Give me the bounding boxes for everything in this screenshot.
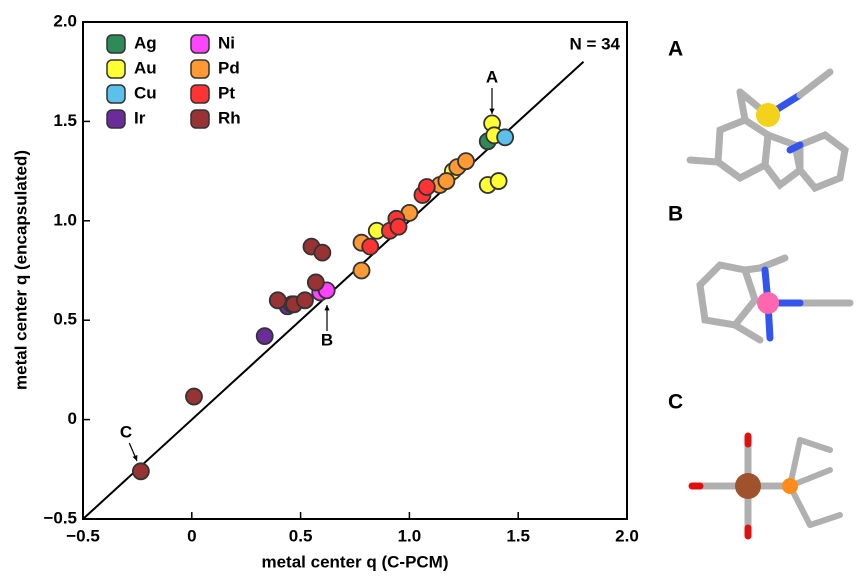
- page: metal center q (C-PCM) metal center q (e…: [0, 0, 859, 581]
- point: [297, 292, 313, 308]
- legend-label: Au: [134, 58, 157, 77]
- legend-label: Ni: [218, 33, 235, 52]
- y-tick-label: 1.0: [53, 210, 77, 229]
- legend-swatch: [107, 110, 125, 128]
- annotation: A: [486, 67, 498, 86]
- point: [257, 328, 273, 344]
- annotation: N = 34: [569, 34, 620, 53]
- annotation: B: [321, 330, 333, 349]
- arrow-head: [489, 109, 494, 114]
- panel-label: B: [668, 203, 683, 226]
- arrow-head: [324, 305, 329, 310]
- panel-label: C: [668, 391, 683, 414]
- legend-swatch: [191, 35, 209, 53]
- legend-swatch: [191, 110, 209, 128]
- legend-label: Rh: [218, 108, 241, 127]
- x-tick-label: 0: [187, 526, 196, 545]
- point: [354, 263, 370, 279]
- point: [458, 153, 474, 169]
- point: [308, 274, 324, 290]
- point: [391, 219, 407, 235]
- point: [419, 179, 435, 195]
- legend-label: Ir: [134, 108, 146, 127]
- point: [314, 245, 330, 261]
- legend-label: Pd: [218, 58, 240, 77]
- chart: metal center q (C-PCM) metal center q (e…: [0, 0, 859, 576]
- y-tick-label: 0.5: [53, 310, 77, 329]
- legend-label: Ag: [134, 33, 157, 52]
- legend-label: Cu: [134, 83, 157, 102]
- panel-label: A: [668, 38, 683, 61]
- point: [362, 239, 378, 255]
- x-tick-label: −0.5: [66, 526, 100, 545]
- point: [491, 173, 507, 189]
- point: [438, 173, 454, 189]
- legend-swatch: [107, 35, 125, 53]
- legend-label: Pt: [218, 83, 235, 102]
- molecule-b: [700, 258, 850, 340]
- x-axis-label: metal center q (C-PCM): [261, 552, 448, 571]
- legend-swatch: [107, 60, 125, 78]
- point: [270, 292, 286, 308]
- x-tick-label: 0.5: [289, 526, 313, 545]
- x-tick-label: 2.0: [615, 526, 639, 545]
- point: [186, 389, 202, 405]
- y-tick-label: 2.0: [53, 11, 77, 30]
- x-tick-label: 1.0: [398, 526, 422, 545]
- y-tick-label: 0: [68, 409, 77, 428]
- legend-swatch: [191, 85, 209, 103]
- y-tick-label: 1.5: [53, 111, 77, 130]
- legend-swatch: [107, 85, 125, 103]
- point: [133, 463, 149, 479]
- point: [497, 129, 513, 145]
- molecule-a: [690, 72, 845, 188]
- legend-swatch: [191, 60, 209, 78]
- annotation: C: [120, 422, 132, 441]
- y-tick-label: −0.5: [43, 508, 77, 527]
- x-tick-label: 1.5: [506, 526, 530, 545]
- y-axis-label: metal center q (encapsulated): [11, 150, 30, 390]
- molecule-c: [692, 436, 840, 536]
